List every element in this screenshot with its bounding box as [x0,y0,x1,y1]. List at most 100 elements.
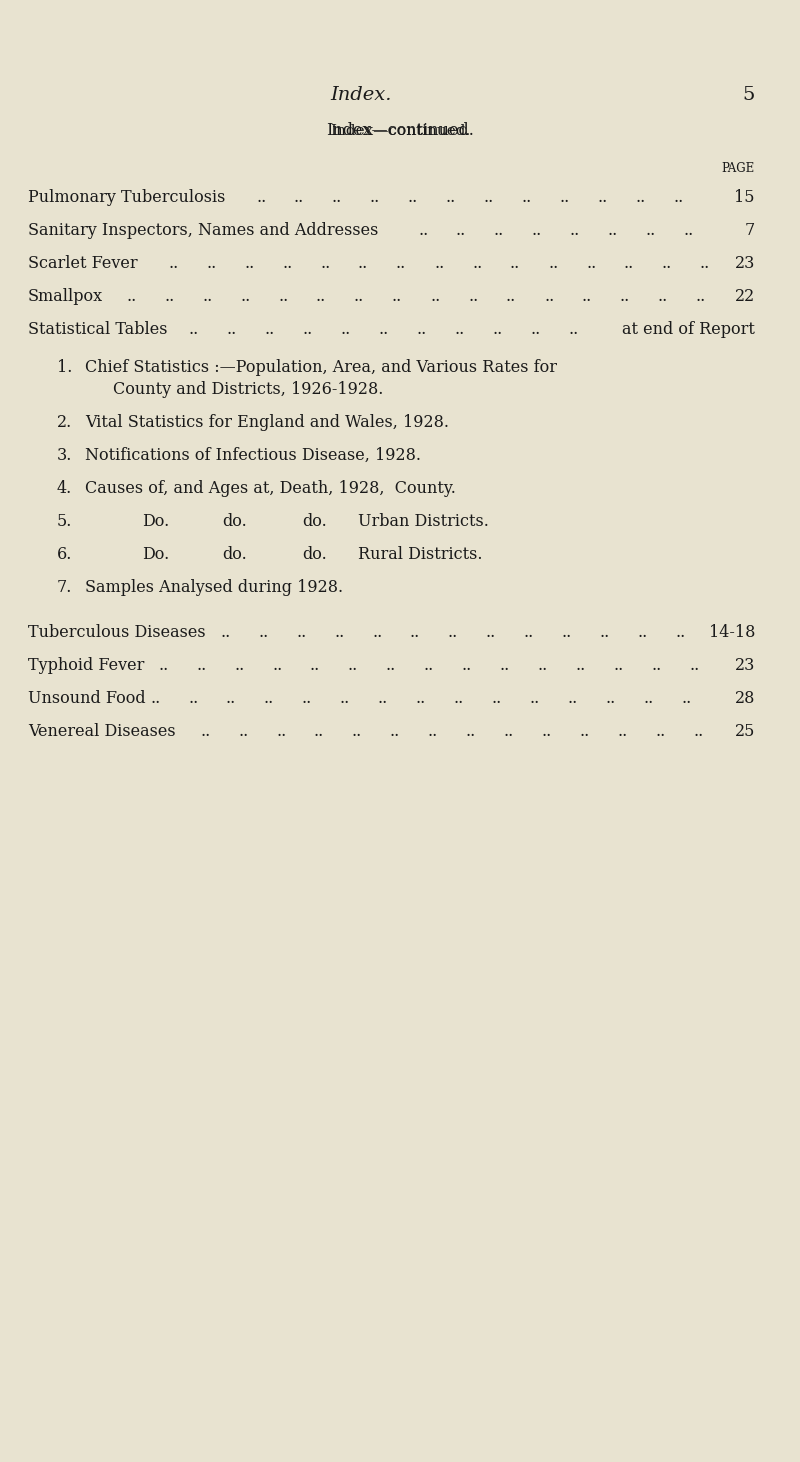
Text: ..: .. [332,189,342,206]
Text: ..: .. [694,724,704,740]
Text: ..: .. [258,624,268,640]
Text: Do.: Do. [142,545,170,563]
Text: Index—continued.: Index—continued. [330,124,470,137]
Text: ..: .. [386,656,396,674]
Text: ..: .. [524,624,534,640]
Text: 7: 7 [745,222,755,238]
Text: 22: 22 [734,288,755,306]
Text: ..: .. [296,624,306,640]
Text: 5: 5 [742,86,755,104]
Text: Tuberculous Diseases: Tuberculous Diseases [28,624,206,640]
Text: Urban Districts.: Urban Districts. [358,513,489,531]
Text: ..: .. [656,724,666,740]
Text: ..: .. [492,322,502,338]
Text: ..: .. [418,222,428,238]
Text: ..: .. [352,724,362,740]
Text: 23: 23 [734,656,755,674]
Text: ..: .. [240,288,250,306]
Text: ..: .. [226,690,236,708]
Text: Index.: Index. [330,86,391,104]
Text: ..: .. [676,624,686,640]
Text: ..: .. [354,288,364,306]
Text: ..: .. [410,624,420,640]
Text: Smallpox: Smallpox [28,288,103,306]
Text: ..: .. [276,724,286,740]
Text: 6.: 6. [57,545,72,563]
Text: ..: .. [294,189,304,206]
Text: ..: .. [264,690,274,708]
Text: ..: .. [646,222,656,238]
Text: 5.: 5. [57,513,72,531]
Text: ..: .. [504,724,514,740]
Text: ..: .. [206,254,216,272]
Text: 25: 25 [734,724,755,740]
Text: ..: .. [446,189,456,206]
Text: ..: .. [532,222,542,238]
Text: 4.: 4. [57,480,72,497]
Text: ..: .. [202,288,212,306]
Text: ..: .. [196,656,206,674]
Text: Scarlet Fever: Scarlet Fever [28,254,138,272]
Text: Vital Statistics for England and Wales, 1928.: Vital Statistics for England and Wales, … [85,414,449,431]
Text: ..: .. [506,288,516,306]
Text: ..: .. [316,288,326,306]
Text: ..: .. [428,724,438,740]
Text: ..: .. [548,254,558,272]
Text: ..: .. [416,322,426,338]
Text: do.: do. [222,545,246,563]
Text: ..: .. [586,254,596,272]
Text: ..: .. [390,724,400,740]
Text: ..: .. [658,288,668,306]
Text: ..: .. [416,690,426,708]
Text: ..: .. [466,724,476,740]
Text: ..: .. [150,690,160,708]
Text: ..: .. [244,254,254,272]
Text: ..: .. [600,624,610,640]
Text: ..: .. [272,656,282,674]
Text: ..: .. [314,724,324,740]
Text: ..: .. [348,656,358,674]
Text: ..: .. [200,724,210,740]
Text: ..: .. [570,222,580,238]
Text: do.: do. [302,545,326,563]
Text: ..: .. [302,690,312,708]
Text: ..: .. [164,288,174,306]
Text: ..: .. [568,690,578,708]
Text: ..: .. [278,288,288,306]
Text: ..: .. [542,724,552,740]
Text: at end of Report: at end of Report [622,322,755,338]
Text: ..: .. [562,624,572,640]
Text: 3.: 3. [57,447,72,463]
Text: ..: .. [310,656,320,674]
Text: ..: .. [282,254,292,272]
Text: ..: .. [544,288,554,306]
Text: ..: .. [530,690,540,708]
Text: ..: .. [624,254,634,272]
Text: ..: .. [340,322,350,338]
Text: ..: .. [188,690,198,708]
Text: ..: .. [220,624,230,640]
Text: ..: .. [484,189,494,206]
Text: ..: .. [456,222,466,238]
Text: ..: .. [302,322,312,338]
Text: Chief Statistics :—Population, Area, and Various Rates for: Chief Statistics :—Population, Area, and… [85,360,557,376]
Text: Rural Districts.: Rural Districts. [358,545,482,563]
Text: 14-18: 14-18 [709,624,755,640]
Text: ..: .. [188,322,198,338]
Text: ..: .. [468,288,478,306]
Text: ..: .. [538,656,548,674]
Text: ..: .. [696,288,706,306]
Text: ..: .. [256,189,266,206]
Text: ..: .. [576,656,586,674]
Text: ..: .. [396,254,406,272]
Text: ..: .. [510,254,520,272]
Text: ..: .. [500,656,510,674]
Text: ..: .. [454,322,464,338]
Text: ..: .. [340,690,350,708]
Text: 2.: 2. [57,414,72,431]
Text: ..: .. [494,222,504,238]
Text: ..: .. [454,690,464,708]
Text: ..: .. [430,288,440,306]
Text: ..: .. [638,624,648,640]
Text: 28: 28 [734,690,755,708]
